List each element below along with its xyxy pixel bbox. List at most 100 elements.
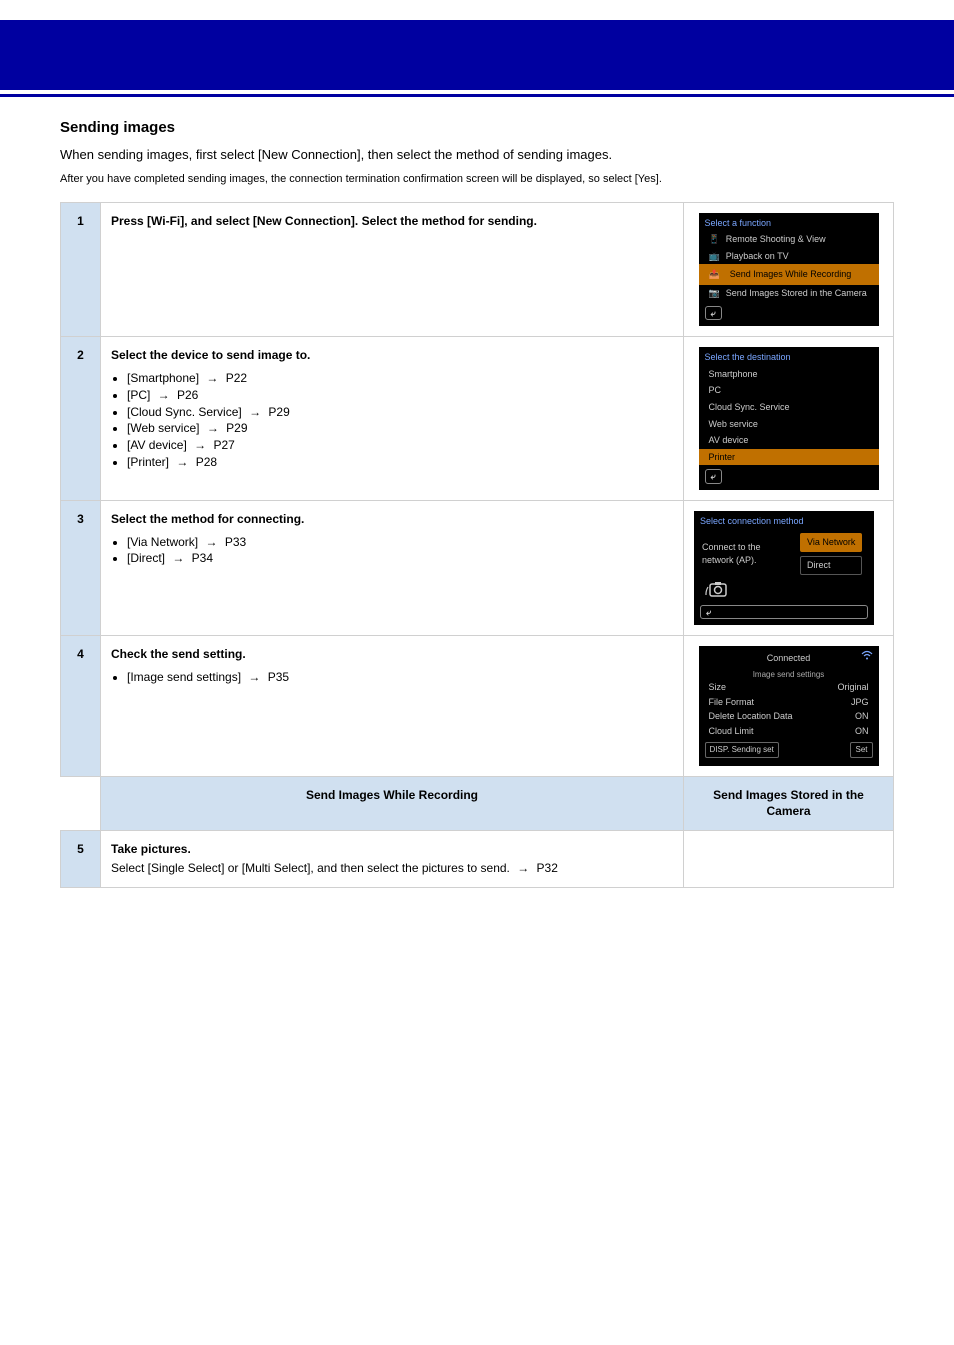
back-icon: ⤶: [700, 605, 868, 620]
wifi-icon: [861, 650, 873, 662]
bullet-ref: P35: [264, 670, 289, 684]
bullet-label: [Via Network]: [127, 535, 201, 549]
phone-icon: 📱: [709, 233, 720, 246]
arrow-icon: →: [158, 387, 170, 404]
conn-method-thumb: Select connection method Connect to the …: [694, 511, 874, 625]
thumb2-row-label: AV device: [709, 434, 749, 447]
bullet-item: [Web service] → P29: [127, 420, 673, 437]
spacer: [61, 776, 101, 831]
cam-icon: 📷: [709, 287, 720, 300]
thumb1-row: 📷Send Images Stored in the Camera: [699, 285, 879, 302]
step-4-heading: Check the send setting.: [111, 646, 673, 663]
thumb1-row: 📤 Send Images While Recording: [699, 264, 879, 285]
mode-left-header: Send Images While Recording: [101, 776, 684, 831]
step-3-heading: Select the method for connecting.: [111, 511, 673, 528]
bullet-item: [Printer] → P28: [127, 454, 673, 471]
arrow-icon: →: [194, 437, 206, 454]
bullet-ref: P29: [223, 421, 248, 435]
step-num-2: 2: [61, 337, 101, 501]
thumb4-kv-row: Cloud Limit ON: [699, 724, 879, 739]
thumb4-kv-key: Cloud Limit: [709, 725, 754, 738]
camera-icon: [704, 581, 732, 599]
step-1-screen: Select a function 📱Remote Shooting & Vie…: [684, 202, 894, 337]
bullet-item: [Image send settings] → P35: [127, 669, 673, 686]
step-1-heading: Press [Wi-Fi], and select [New Connectio…: [111, 213, 673, 230]
thumb4-kv-row: Size Original: [699, 680, 879, 695]
mode-right-header: Send Images Stored in the Camera: [684, 776, 894, 831]
step-4-body: Check the send setting. [Image send sett…: [101, 636, 684, 776]
thumb4-kv-val: JPG: [851, 696, 869, 709]
section-title: Sending images: [60, 117, 894, 138]
thumb2-row-label: Printer: [709, 451, 736, 464]
thumb2-row: Printer: [699, 449, 879, 466]
thumb1-row-label: Send Images While Recording: [726, 266, 856, 283]
thumb4-kv-key: File Format: [709, 696, 755, 709]
step-4-bullets: [Image send settings] → P35: [111, 669, 673, 686]
thumb4-foot-right: Set: [850, 742, 872, 757]
thumb3-header: Select connection method: [694, 511, 874, 530]
page-content: Sending images When sending images, firs…: [0, 97, 954, 908]
thumb4-kv-val: Original: [837, 681, 868, 694]
thumb4-sub: Image send settings: [699, 669, 879, 680]
step-3-screen: Select connection method Connect to the …: [684, 500, 894, 635]
step-5-left-heading: Take pictures.: [111, 841, 673, 858]
bullet-ref: P27: [210, 438, 235, 452]
thumb4-kv-key: Size: [709, 681, 727, 694]
bullet-item: [Cloud Sync. Service] → P29: [127, 404, 673, 421]
step-3-body: Select the method for connecting. [Via N…: [101, 500, 684, 635]
arrow-icon: →: [176, 454, 188, 471]
arrow-icon: →: [249, 404, 261, 421]
steps-table: 1 Press [Wi-Fi], and select [New Connect…: [60, 202, 894, 888]
thumb2-header: Select the destination: [699, 347, 879, 366]
step-2-bullets: [Smartphone] → P22[PC] → P26 [Cloud Sync.…: [111, 370, 673, 471]
thumb4-kv-row: File Format JPG: [699, 695, 879, 710]
step-1-body: Press [Wi-Fi], and select [New Connectio…: [101, 202, 684, 337]
step-num-3: 3: [61, 500, 101, 635]
bullet-item: [Via Network] → P33: [127, 534, 673, 551]
thumb2-row: Cloud Sync. Service: [699, 399, 879, 416]
thumb3-button: Via Network: [800, 533, 862, 552]
thumb1-row-label: Remote Shooting & View: [726, 233, 826, 246]
arrow-icon: →: [517, 860, 529, 877]
bullet-item: [Direct] → P34: [127, 550, 673, 567]
thumb4-foot-left: DISP. Sending set: [705, 742, 779, 757]
step-2-screen: Select the destination SmartphonePC Cloud…: [684, 337, 894, 501]
func-select-thumb: Select a function 📱Remote Shooting & Vie…: [699, 213, 879, 327]
arrow-icon: →: [248, 669, 260, 686]
thumb4-kv-val: ON: [855, 725, 869, 738]
intro-text: When sending images, first select [New C…: [60, 146, 894, 164]
connected-thumb: Connected Image send settings Size Origin…: [699, 646, 879, 765]
tv-icon: 📺: [709, 250, 720, 263]
bullet-item: [Smartphone] → P22: [127, 370, 673, 387]
bullet-label: [Image send settings]: [127, 670, 244, 684]
thumb2-row: Smartphone: [699, 366, 879, 383]
arrow-icon: →: [207, 420, 219, 437]
thumb1-row: 📱 Remote Shooting & View: [699, 231, 879, 248]
step-5-right: [684, 831, 894, 888]
step-5-left: Take pictures. Select [Single Select] or…: [101, 831, 684, 888]
bullet-label: [AV device]: [127, 438, 190, 452]
thumb4-title: Connected: [699, 646, 879, 669]
small-note: After you have completed sending images,…: [60, 172, 894, 187]
thumb2-row: PC: [699, 382, 879, 399]
thumb2-row: AV device: [699, 432, 879, 449]
back-icon: ⤶: [705, 306, 722, 321]
thumb2-row-label: Cloud Sync. Service: [709, 401, 790, 414]
send-icon: 📤: [709, 268, 720, 281]
bullet-label: [Printer]: [127, 455, 172, 469]
bullet-ref: P28: [192, 455, 217, 469]
thumb3-button: Direct: [800, 556, 862, 575]
thumb2-row-label: Web service: [709, 418, 758, 431]
bullet-label: [PC]: [127, 388, 154, 402]
bullet-ref: P34: [188, 551, 213, 565]
bullet-label: [Web service]: [127, 421, 203, 435]
bullet-item: [AV device] → P27: [127, 437, 673, 454]
header-bar: [0, 20, 954, 90]
dest-select-thumb: Select the destination SmartphonePC Cloud…: [699, 347, 879, 490]
bullet-ref: P26: [174, 388, 199, 402]
bullet-label: [Cloud Sync. Service]: [127, 405, 245, 419]
arrow-icon: →: [205, 534, 217, 551]
arrow-icon: →: [172, 550, 184, 567]
thumb2-row-label: Smartphone: [709, 368, 758, 381]
bullet-ref: P29: [265, 405, 290, 419]
